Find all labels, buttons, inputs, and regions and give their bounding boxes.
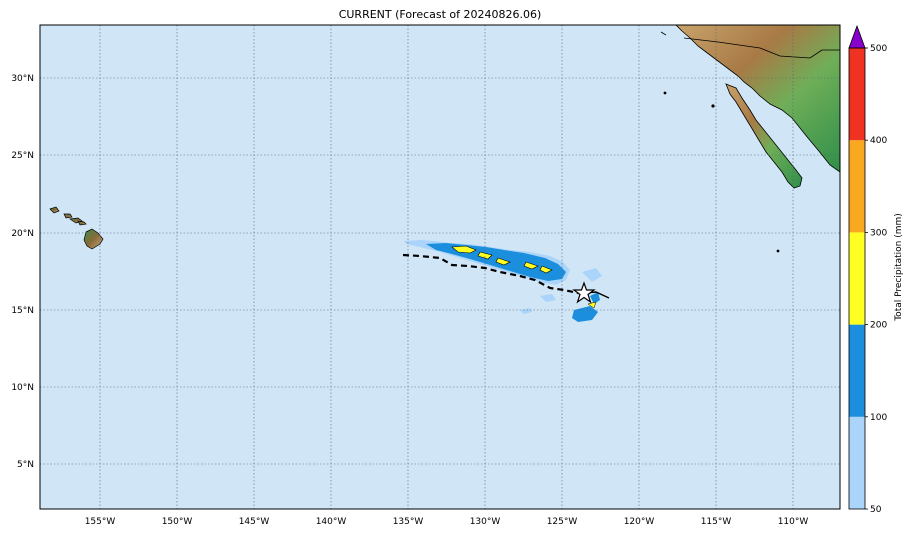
forecast-track <box>402 253 579 295</box>
colorbar-extend-arrow <box>848 24 866 49</box>
map-frame <box>39 24 841 510</box>
colorbar-segment <box>849 232 865 325</box>
colorbar-segment <box>849 416 865 509</box>
colorbar-tick-label: 50 <box>870 505 882 515</box>
lat-tick-label: 30°N <box>11 74 34 84</box>
colorbar-tick-label: 500 <box>870 44 887 54</box>
colorbar-tick-label: 100 <box>870 413 887 423</box>
north-america-land <box>660 25 840 253</box>
colorbar: 50 100 200 300 400 500 <box>848 24 887 515</box>
colorbar-segment <box>849 48 865 141</box>
lat-tick-label: 20°N <box>11 229 34 239</box>
lat-tick-label: 5°N <box>17 460 34 470</box>
lat-tick-label: 25°N <box>11 151 34 161</box>
lon-tick-label: 130°W <box>470 517 501 527</box>
precipitation-swath <box>404 240 602 322</box>
lon-tick-label: 115°W <box>701 517 732 527</box>
colorbar-segment <box>849 324 865 417</box>
lon-tick-label: 120°W <box>624 517 655 527</box>
lon-tick-label: 125°W <box>547 517 578 527</box>
lat-lon-grid <box>40 25 840 509</box>
colorbar-label: Total Precipitation (mm) <box>894 213 904 322</box>
colorbar-frame <box>848 47 866 510</box>
longitude-ticks: 155°W 150°W 145°W 140°W 135°W 130°W 125°W 120°W… <box>85 517 809 527</box>
star-icon <box>572 281 596 304</box>
lon-tick-label: 135°W <box>393 517 424 527</box>
latitude-ticks: 30°N 25°N 20°N 15°N 10°N 5°N <box>11 74 34 470</box>
colorbar-segment <box>849 140 865 233</box>
lat-tick-label: 15°N <box>11 306 34 316</box>
colorbar-tick-label: 200 <box>870 321 887 331</box>
colorbar-tick-label: 300 <box>870 228 887 238</box>
lon-tick-label: 155°W <box>85 517 116 527</box>
lat-tick-label: 10°N <box>11 383 34 393</box>
lon-tick-label: 150°W <box>162 517 193 527</box>
lon-tick-label: 145°W <box>239 517 270 527</box>
ocean-background <box>40 25 840 509</box>
map-title: CURRENT (Forecast of 20240826.06) <box>338 8 542 21</box>
lon-tick-label: 140°W <box>316 517 347 527</box>
colorbar-tick-label: 400 <box>870 136 887 146</box>
lon-tick-label: 110°W <box>778 517 809 527</box>
hawaii-islands <box>49 206 104 250</box>
